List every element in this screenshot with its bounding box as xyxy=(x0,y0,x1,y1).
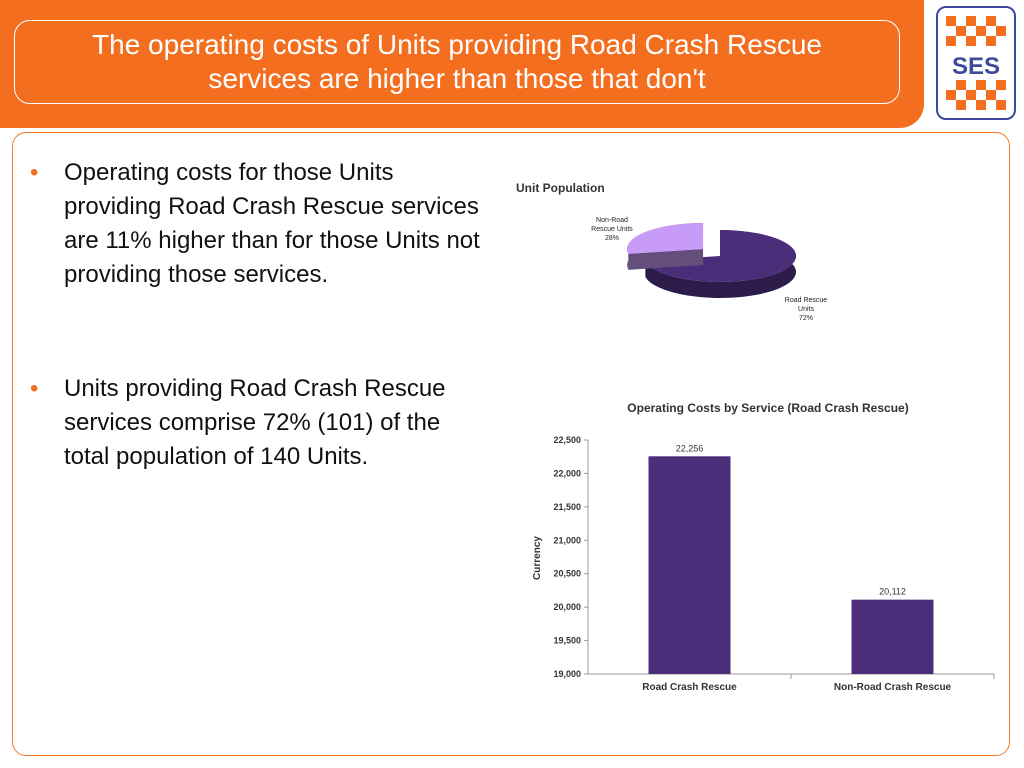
bullet-dot-icon: • xyxy=(30,375,39,402)
pie-label-line: Non-Road xyxy=(596,217,628,224)
pie-label-line: Rescue Units xyxy=(591,226,633,233)
bar-data-label: 20,112 xyxy=(879,587,906,597)
unit-population-pie-chart: Unit Population Road Rescue Units 72% Non-R… xyxy=(516,181,828,322)
y-tick-label: 21,500 xyxy=(553,502,581,512)
title-band: The operating costs of Units providing R… xyxy=(0,0,924,128)
pie-label-line: 28% xyxy=(605,235,619,242)
y-tick-label: 21,000 xyxy=(553,535,581,545)
pie-label-line: 72% xyxy=(799,315,813,322)
pie-slice xyxy=(645,230,796,282)
y-tick-label: 22,000 xyxy=(553,468,581,478)
y-tick-label: 20,500 xyxy=(553,569,581,579)
bullet-text: Units providing Road Crash Rescue servic… xyxy=(64,375,446,470)
content-frame xyxy=(12,132,1010,756)
bar-chart-title: Operating Costs by Service (Road Crash R… xyxy=(627,401,908,415)
bullet-dot-icon: • xyxy=(30,159,39,186)
y-tick-label: 22,500 xyxy=(553,435,581,445)
bar-data-label: 22,256 xyxy=(676,443,704,453)
bar xyxy=(851,599,934,674)
ses-logo-graphic: SES xyxy=(946,16,1006,110)
pie-label-line: Road Rescue xyxy=(785,297,828,304)
y-tick-label: 19,500 xyxy=(553,636,581,646)
bullet-item: • Operating costs for those Units provid… xyxy=(28,156,488,292)
pie-slice-label: Non-Road Rescue Units 28% xyxy=(591,217,633,242)
bar xyxy=(648,456,731,674)
pie-label-line: Units xyxy=(798,306,814,313)
pie-slice-label: Road Rescue Units 72% xyxy=(785,297,828,322)
logo-text: SES xyxy=(952,53,1000,80)
pie-slice xyxy=(627,222,704,254)
page-title: The operating costs of Units providing R… xyxy=(92,29,822,94)
pie-chart-title: Unit Population xyxy=(516,181,605,195)
bullet-list: • Operating costs for those Units provid… xyxy=(28,156,488,474)
y-tick-label: 20,000 xyxy=(553,602,581,612)
bullet-item: • Units providing Road Crash Rescue serv… xyxy=(28,372,488,474)
operating-costs-bar-chart: Operating Costs by Service (Road Crash R… xyxy=(532,401,995,693)
y-tick-label: 19,000 xyxy=(553,669,581,679)
title-frame: The operating costs of Units providing R… xyxy=(14,20,900,104)
x-category-label: Non-Road Crash Rescue xyxy=(834,682,952,693)
x-category-label: Road Crash Rescue xyxy=(642,682,737,693)
ses-logo: SES xyxy=(936,6,1016,120)
bullet-text: Operating costs for those Units providin… xyxy=(64,159,480,288)
pie-slice-edge xyxy=(628,248,704,270)
y-axis-label: Currency xyxy=(532,536,543,580)
